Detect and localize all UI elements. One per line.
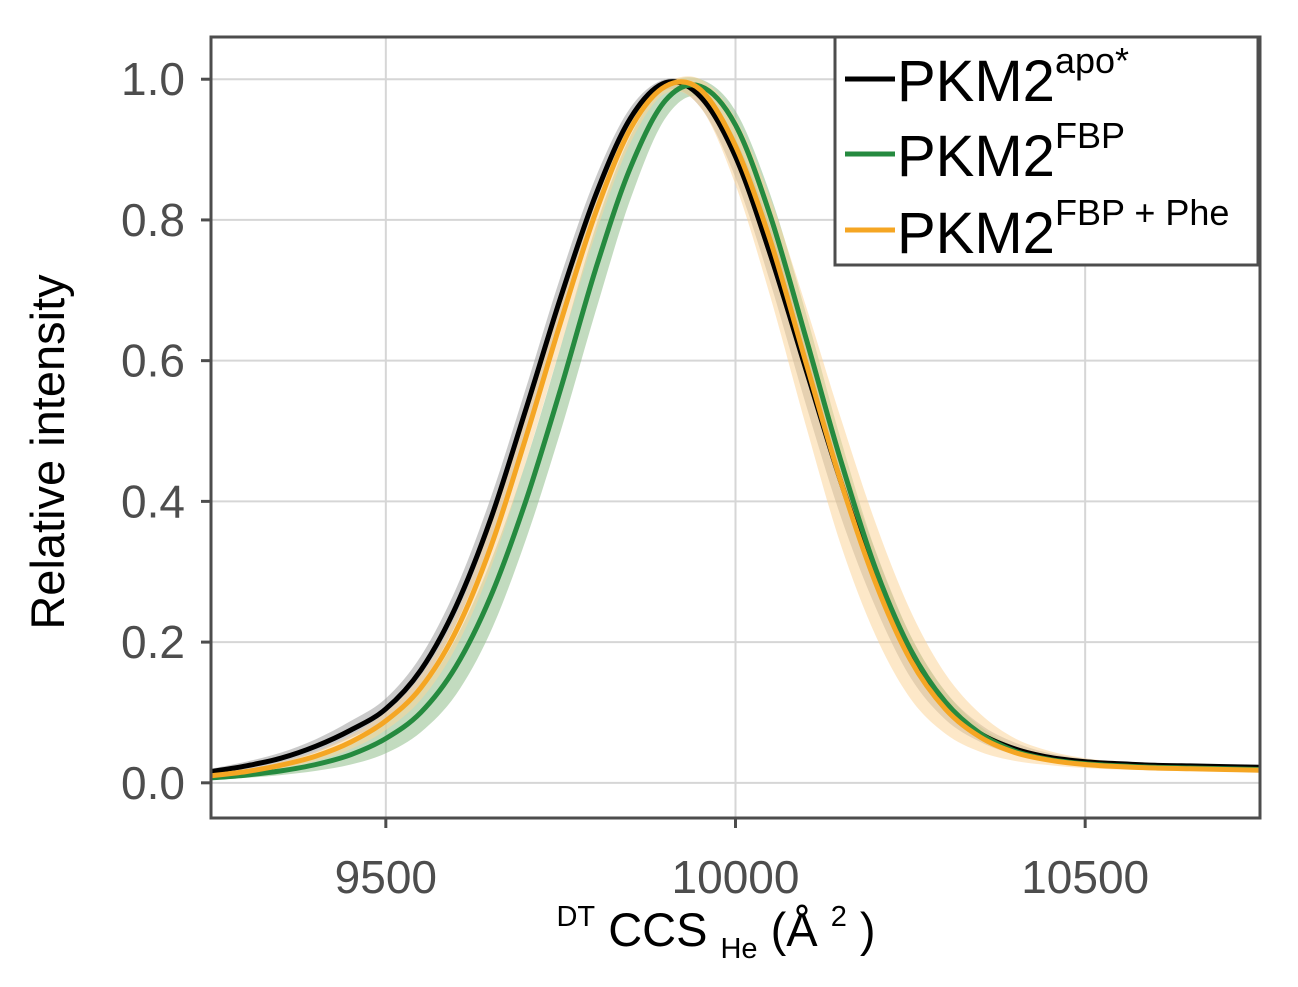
y-tick-label-0.8: 0.8 xyxy=(121,194,185,246)
series-lines xyxy=(210,79,1261,781)
band-fbp-phe xyxy=(211,76,1260,778)
x-axis-title-prefix: DT xyxy=(556,901,595,933)
line-fbp-phe xyxy=(210,79,1261,779)
y-tick-label-0.0: 0.0 xyxy=(121,757,185,809)
y-axis-title: Relative intensity xyxy=(21,274,74,630)
x-tick-label-10000: 10000 xyxy=(672,851,800,903)
legend-label-fbp-phe: PKM2FBP + Phe xyxy=(897,192,1229,266)
x-axis-title: DT CCS He (Å 2 ) xyxy=(556,883,875,968)
y-tick-label-0.2: 0.2 xyxy=(121,616,185,668)
x-tick-label-9500: 9500 xyxy=(335,851,437,903)
legend-label-apo: PKM2apo* xyxy=(897,40,1129,114)
confidence-bands xyxy=(211,76,1260,780)
legend: PKM2apo* PKM2FBP PKM2FBP + Phe xyxy=(833,35,1260,267)
y-tick-label-0.6: 0.6 xyxy=(121,335,185,387)
legend-label-apo-sup: apo* xyxy=(1055,40,1129,81)
legend-label-fbp-phe-sup: FBP + Phe xyxy=(1055,192,1229,233)
x-axis-title-sub: He xyxy=(720,933,757,965)
x-axis-title-main: CCS xyxy=(608,903,707,956)
legend-label-fbp-name: PKM2 xyxy=(897,124,1055,189)
x-tick-label-10500: 10500 xyxy=(1021,851,1149,903)
x-axis-title-unit-sup: 2 xyxy=(831,901,847,933)
legend-label-fbp-phe-name: PKM2 xyxy=(897,201,1055,266)
x-axis: 9500 10000 10500 xyxy=(335,818,1149,903)
legend-box xyxy=(833,35,1260,267)
legend-entry-apo: PKM2apo* xyxy=(845,40,1129,114)
y-tick-label-1.0: 1.0 xyxy=(121,53,185,105)
x-axis-title-unit-close: ) xyxy=(860,903,876,956)
legend-entry-fbp: PKM2FBP xyxy=(845,115,1125,189)
legend-label-fbp-sup: FBP xyxy=(1055,115,1125,156)
legend-label-apo-name: PKM2 xyxy=(897,49,1055,114)
legend-entry-fbp-phe: PKM2FBP + Phe xyxy=(845,192,1229,266)
y-axis: 0.0 0.2 0.4 0.6 0.8 1.0 xyxy=(121,53,211,809)
y-tick-label-0.4: 0.4 xyxy=(121,475,185,527)
x-axis-title-unit: (Å xyxy=(771,903,819,956)
legend-label-fbp: PKM2FBP xyxy=(897,115,1125,189)
